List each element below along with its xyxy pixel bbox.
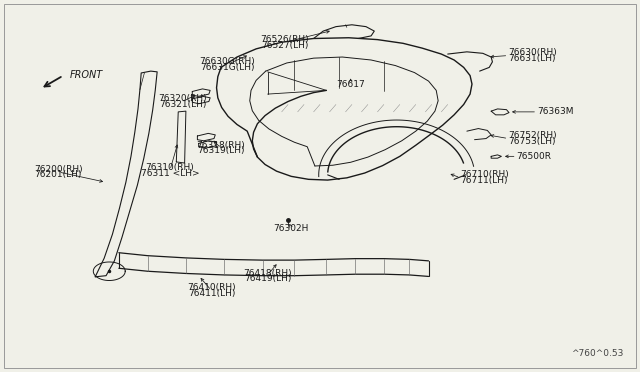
Text: 76630(RH): 76630(RH) xyxy=(508,48,557,57)
Text: 76310(RH): 76310(RH) xyxy=(145,163,195,172)
Text: 76321(LH): 76321(LH) xyxy=(159,100,206,109)
Text: 76311 <LH>: 76311 <LH> xyxy=(141,169,199,177)
Text: 76711(LH): 76711(LH) xyxy=(461,176,508,185)
Text: 76320(RH): 76320(RH) xyxy=(158,94,207,103)
Text: 76631G(LH): 76631G(LH) xyxy=(200,63,255,72)
Text: 76527(LH): 76527(LH) xyxy=(261,41,308,50)
Text: 76302H: 76302H xyxy=(273,224,309,233)
Text: 76419(LH): 76419(LH) xyxy=(244,274,291,283)
Text: FRONT: FRONT xyxy=(70,70,103,80)
Text: 76410(RH): 76410(RH) xyxy=(187,283,236,292)
Text: 76710(RH): 76710(RH) xyxy=(461,170,509,179)
Text: 76319(LH): 76319(LH) xyxy=(197,146,244,155)
Text: 76630G(RH): 76630G(RH) xyxy=(200,57,255,66)
Text: 76526(RH): 76526(RH) xyxy=(260,35,309,44)
Text: 76318(RH): 76318(RH) xyxy=(196,141,245,150)
Text: 76200(RH): 76200(RH) xyxy=(34,165,83,174)
Text: 76500R: 76500R xyxy=(516,152,552,161)
Text: 76201(LH): 76201(LH) xyxy=(35,170,82,179)
Text: 76752(RH): 76752(RH) xyxy=(508,131,557,141)
Text: 76753(LH): 76753(LH) xyxy=(508,137,556,146)
Text: ^760^0.53: ^760^0.53 xyxy=(571,349,623,358)
Text: 76631(LH): 76631(LH) xyxy=(508,54,556,62)
Text: 76363M: 76363M xyxy=(537,108,573,116)
Text: 76411(LH): 76411(LH) xyxy=(188,289,235,298)
Text: 76617: 76617 xyxy=(336,80,365,89)
Text: 76418(RH): 76418(RH) xyxy=(243,269,292,278)
